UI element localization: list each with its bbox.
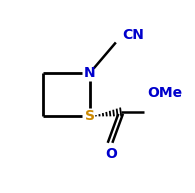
Text: S: S — [85, 109, 95, 123]
Text: N: N — [84, 66, 96, 80]
Text: OMe: OMe — [148, 86, 183, 100]
Text: O: O — [105, 147, 117, 161]
Text: CN: CN — [123, 28, 144, 42]
